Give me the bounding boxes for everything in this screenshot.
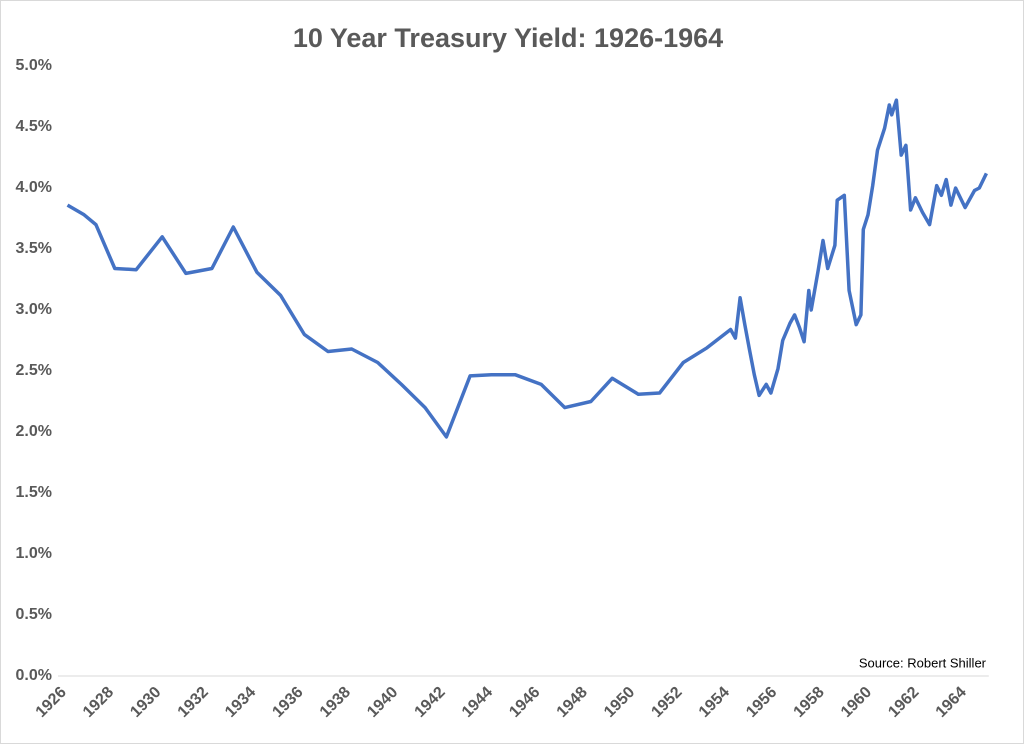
y-tick-label: 1.0% (16, 545, 52, 562)
chart-title: 10 Year Treasury Yield: 1926-1964 (293, 23, 723, 53)
source-note: Source: Robert Shiller (859, 655, 987, 670)
y-tick-label: 2.5% (16, 362, 52, 379)
y-tick-label: 5.0% (16, 57, 52, 74)
y-tick-label: 3.5% (16, 240, 52, 257)
y-tick-label: 0.5% (16, 606, 52, 623)
y-tick-label: 4.0% (16, 179, 52, 196)
y-tick-label: 4.5% (16, 118, 52, 135)
y-tick-label: 1.5% (16, 484, 52, 501)
data-line (66, 98, 988, 439)
y-tick-label: 0.0% (16, 667, 52, 684)
y-tick-label: 3.0% (16, 301, 52, 318)
y-tick-label: 2.0% (16, 423, 52, 440)
